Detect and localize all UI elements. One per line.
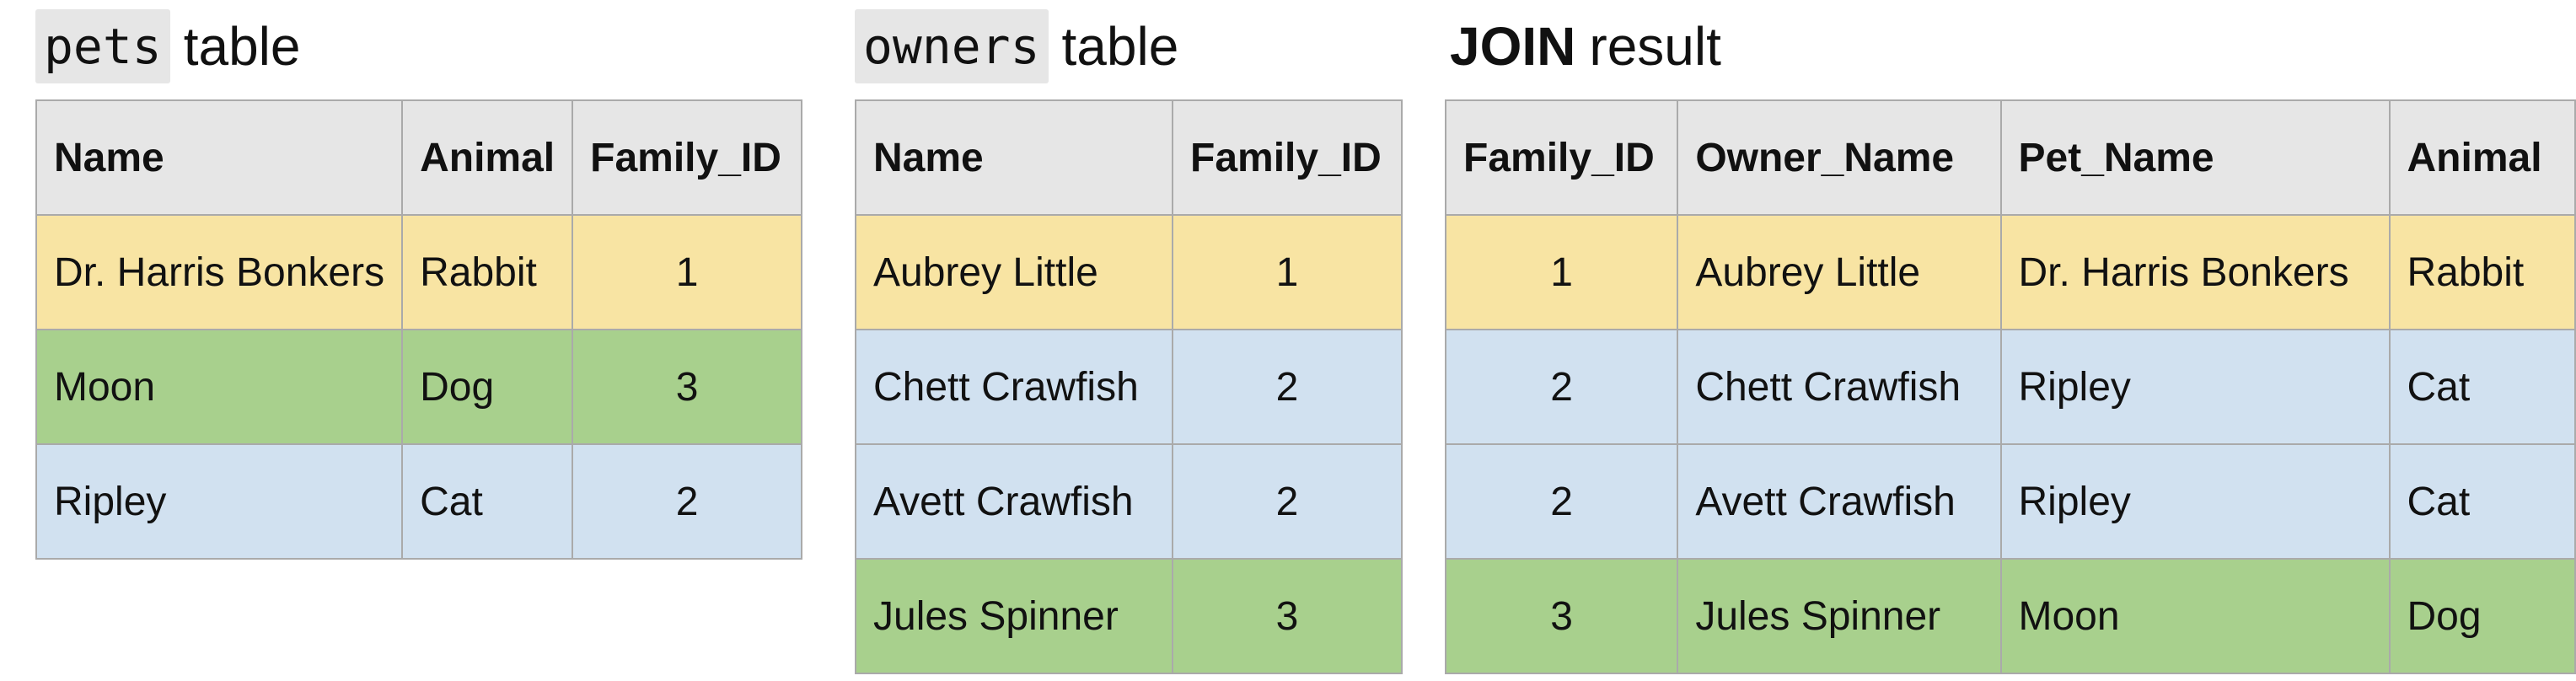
- pets-cell-name: Ripley: [35, 443, 404, 560]
- pets-cell-animal: Dog: [401, 329, 574, 445]
- join-cell-animal: Rabbit: [2388, 214, 2576, 330]
- join-header-pet-name: Pet_Name: [1999, 99, 2391, 216]
- join-cell-animal: Dog: [2388, 558, 2576, 674]
- pets-header-family-id: Family_ID: [572, 99, 803, 216]
- pets-cell-family-id: 2: [572, 443, 803, 560]
- pets-header-name: Name: [35, 99, 404, 216]
- pets-table: Name Animal Family_ID Dr. Harris Bonkers…: [35, 99, 803, 560]
- join-cell-owner-name: Avett Crawfish: [1677, 443, 2002, 560]
- owners-header-family-id: Family_ID: [1172, 99, 1403, 216]
- join-cell-family-id: 2: [1444, 443, 1679, 560]
- join-row: 2 Avett Crawfish Ripley Cat: [1444, 443, 2576, 560]
- pets-cell-family-id: 3: [572, 329, 803, 445]
- owners-cell-family-id: 2: [1172, 329, 1403, 445]
- pets-cell-animal: Rabbit: [401, 214, 574, 330]
- join-cell-family-id: 2: [1444, 329, 1679, 445]
- owners-row: Aubrey Little 1: [855, 214, 1403, 330]
- pets-table-title-word: table: [183, 16, 301, 77]
- join-cell-family-id: 3: [1444, 558, 1679, 674]
- owners-cell-family-id: 1: [1172, 214, 1403, 330]
- join-row: 1 Aubrey Little Dr. Harris Bonkers Rabbi…: [1444, 214, 2576, 330]
- pets-cell-name: Moon: [35, 329, 404, 445]
- pets-cell-family-id: 1: [572, 214, 803, 330]
- owners-row: Chett Crawfish 2: [855, 329, 1403, 445]
- owners-table-title-word: table: [1061, 16, 1179, 77]
- join-header-family-id: Family_ID: [1444, 99, 1679, 216]
- join-cell-animal: Cat: [2388, 329, 2576, 445]
- join-cell-pet-name: Ripley: [1999, 329, 2391, 445]
- owners-table: Name Family_ID Aubrey Little 1 Chett Cra…: [855, 99, 1403, 674]
- join-cell-pet-name: Moon: [1999, 558, 2391, 674]
- pets-row: Dr. Harris Bonkers Rabbit 1: [35, 214, 803, 330]
- join-cell-pet-name: Ripley: [1999, 443, 2391, 560]
- join-cell-pet-name: Dr. Harris Bonkers: [1999, 214, 2391, 330]
- pets-cell-name: Dr. Harris Bonkers: [35, 214, 404, 330]
- owners-cell-name: Jules Spinner: [855, 558, 1173, 674]
- join-title-keyword: JOIN: [1450, 16, 1576, 77]
- owners-header-name: Name: [855, 99, 1173, 216]
- owners-cell-family-id: 3: [1172, 558, 1403, 674]
- pets-row: Ripley Cat 2: [35, 443, 803, 560]
- join-result-title: JOIN result: [1450, 8, 1721, 84]
- pets-header-row: Name Animal Family_ID: [35, 99, 803, 216]
- owners-header-row: Name Family_ID: [855, 99, 1403, 216]
- join-cell-owner-name: Chett Crawfish: [1677, 329, 2002, 445]
- pets-table-code-label: pets: [35, 9, 170, 83]
- owners-cell-family-id: 2: [1172, 443, 1403, 560]
- owners-cell-name: Chett Crawfish: [855, 329, 1173, 445]
- join-row: 2 Chett Crawfish Ripley Cat: [1444, 329, 2576, 445]
- owners-row: Avett Crawfish 2: [855, 443, 1403, 560]
- owners-table-title: owners table: [855, 8, 1178, 84]
- join-cell-animal: Cat: [2388, 443, 2576, 560]
- join-cell-owner-name: Aubrey Little: [1677, 214, 2002, 330]
- join-title-word: result: [1589, 16, 1721, 77]
- pets-row: Moon Dog 3: [35, 329, 803, 445]
- join-result-table: Family_ID Owner_Name Pet_Name Animal 1 A…: [1444, 99, 2576, 674]
- owners-table-code-label: owners: [855, 9, 1049, 83]
- join-header-animal: Animal: [2388, 99, 2576, 216]
- pets-table-title: pets table: [35, 8, 300, 84]
- join-row: 3 Jules Spinner Moon Dog: [1444, 558, 2576, 674]
- join-cell-family-id: 1: [1444, 214, 1679, 330]
- join-header-owner-name: Owner_Name: [1677, 99, 2002, 216]
- owners-cell-name: Avett Crawfish: [855, 443, 1173, 560]
- pets-cell-animal: Cat: [401, 443, 574, 560]
- owners-cell-name: Aubrey Little: [855, 214, 1173, 330]
- join-header-row: Family_ID Owner_Name Pet_Name Animal: [1444, 99, 2576, 216]
- pets-header-animal: Animal: [401, 99, 574, 216]
- owners-row: Jules Spinner 3: [855, 558, 1403, 674]
- join-cell-owner-name: Jules Spinner: [1677, 558, 2002, 674]
